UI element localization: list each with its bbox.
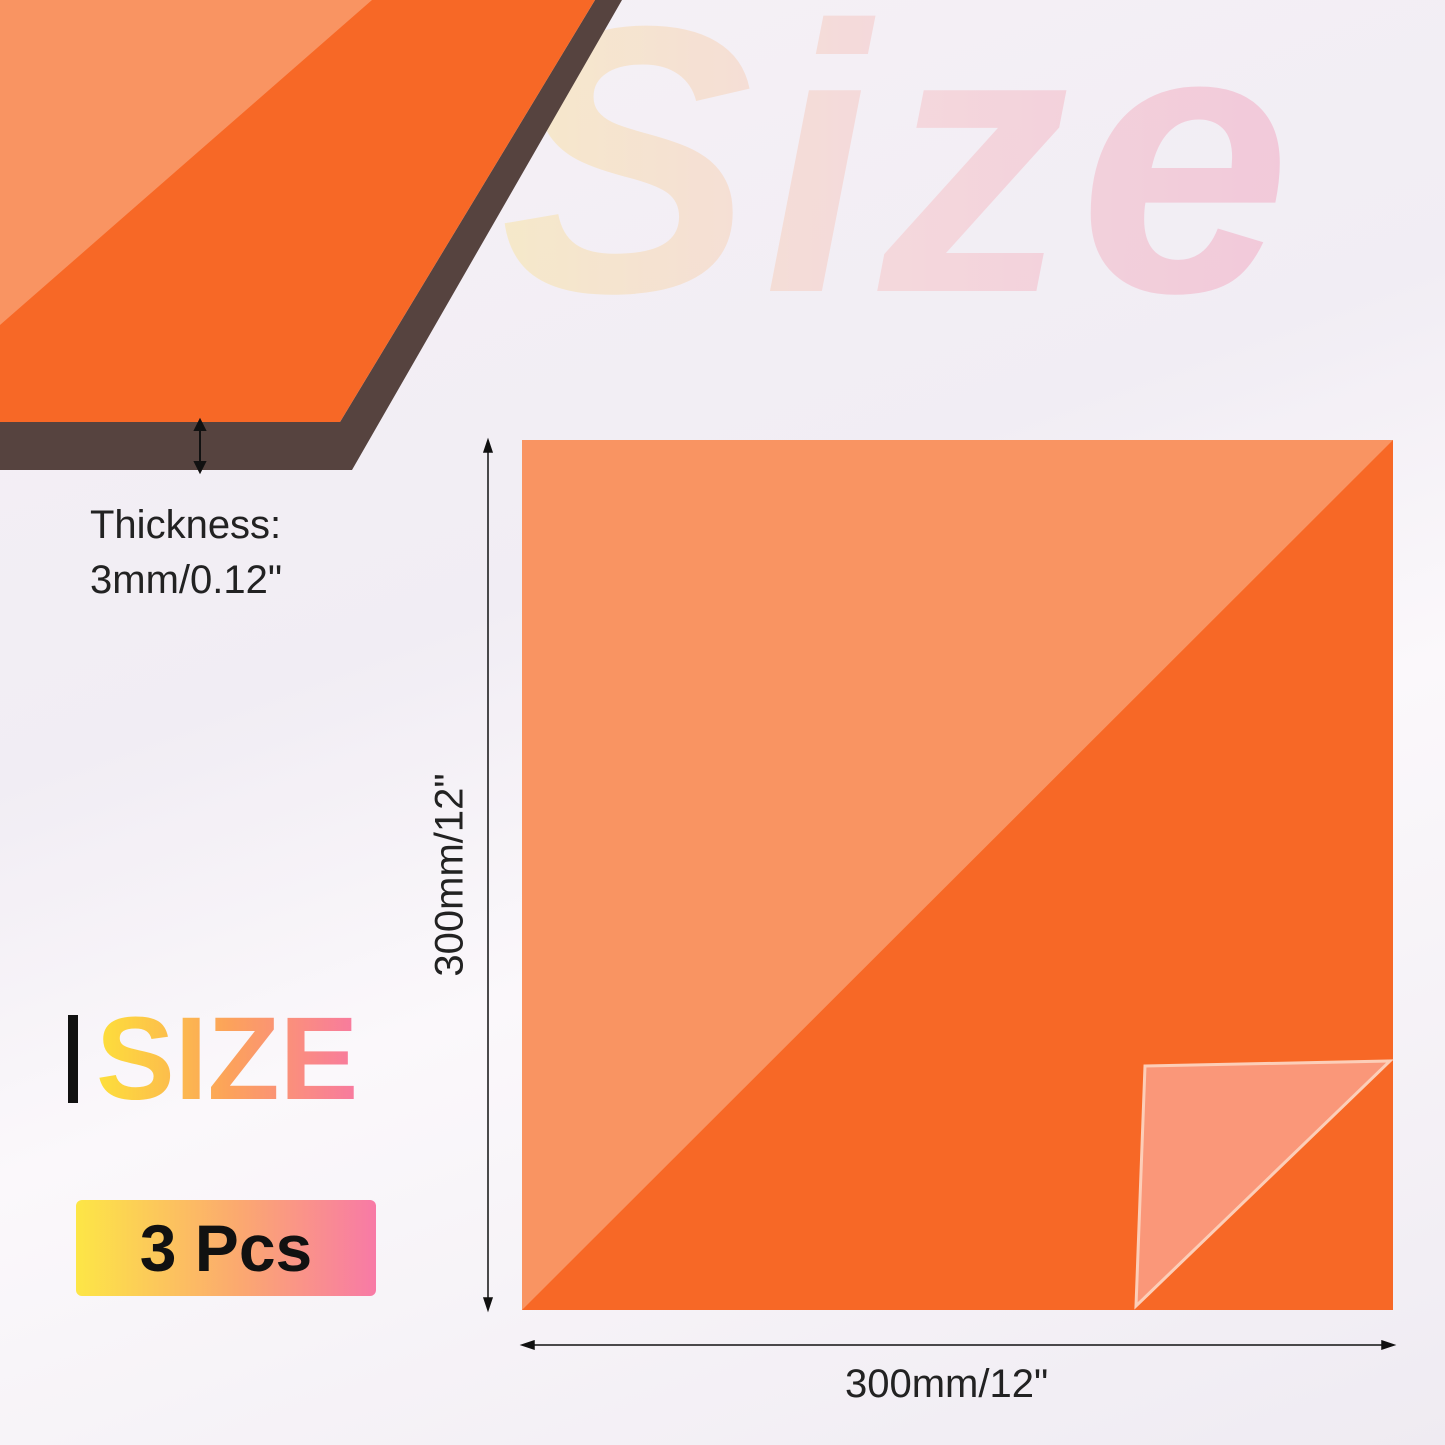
logo-bar — [68, 1015, 78, 1103]
quantity-badge: 3 Pcs — [76, 1200, 376, 1296]
sheet-face-highlight — [0, 0, 372, 325]
sheet-edge-closeup — [0, 0, 622, 475]
thickness-title: Thickness: — [90, 503, 282, 547]
background-size-word: Size — [500, 0, 1300, 350]
height-label: 300mm/12" — [427, 773, 472, 977]
thickness-value: 3mm/0.12" — [90, 558, 283, 602]
sheet-edge — [0, 0, 622, 470]
peeling-film — [1134, 1059, 1394, 1310]
height-arrow-icon — [482, 437, 494, 1313]
size-heading: SIZE — [96, 993, 359, 1125]
sheet-highlight — [522, 440, 1393, 1310]
acrylic-sheet — [522, 440, 1394, 1310]
width-arrow-icon — [519, 1339, 1397, 1351]
width-label: 300mm/12" — [845, 1362, 1049, 1406]
thickness-label: Thickness: 3mm/0.12" — [90, 498, 282, 608]
thickness-arrow-icon — [193, 417, 207, 475]
quantity-text: 3 Pcs — [139, 1211, 313, 1285]
